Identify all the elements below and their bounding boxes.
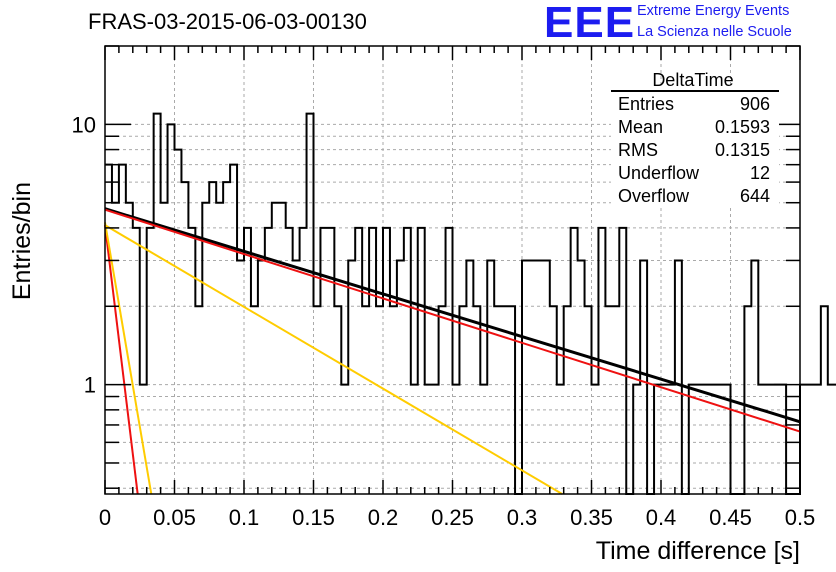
x-tick-label: 0.15 [292, 505, 335, 530]
x-tick-label: 0.25 [431, 505, 474, 530]
x-tick-label: 0.3 [507, 505, 538, 530]
fit-line-4 [104, 224, 563, 495]
y-tick-label: 10 [72, 112, 96, 137]
eee-logo: EEE [544, 0, 636, 47]
logo-subtitle-2: La Scienza nelle Scuole [637, 24, 792, 40]
stats-box-bg [611, 86, 779, 208]
histogram-layer [105, 112, 836, 495]
y-axis-label: Entries/bin [8, 182, 36, 300]
stats-value-overflow: 644 [740, 186, 770, 206]
stats-value-entries: 906 [740, 94, 770, 114]
x-tick-label: 0 [99, 505, 111, 530]
axes-layer: 0 0.05 0.1 0.15 0.2 0.25 0.3 0.35 0.4 0.45 0.5 1 10 [72, 45, 816, 530]
x-tick-label: 0.35 [570, 505, 613, 530]
fit-line-5 [104, 222, 153, 495]
stats-box-name: DeltaTime [652, 70, 733, 90]
stats-label-rms: RMS [618, 140, 658, 160]
stats-label-entries: Entries [618, 94, 674, 114]
histogram-outline [105, 112, 836, 495]
fit-lines-layer [104, 207, 801, 495]
fit-line-1 [104, 207, 801, 424]
stats-box: DeltaTime Entries 906 Mean 0.1593 RMS 0.1315 Un… [611, 70, 779, 208]
stats-label-underflow: Underflow [618, 163, 700, 183]
x-tick-label: 0.45 [709, 505, 752, 530]
fit-line-2 [104, 208, 801, 433]
stats-value-mean: 0.1593 [715, 117, 770, 137]
y-tick-label: 1 [84, 373, 96, 398]
stats-label-overflow: Overflow [618, 186, 690, 206]
x-axis-label: Time difference [s] [596, 537, 800, 565]
x-tick-label: 0.5 [785, 505, 816, 530]
x-tick-label: 0.4 [646, 505, 677, 530]
x-tick-label: 0.1 [229, 505, 260, 530]
stats-label-mean: Mean [618, 117, 663, 137]
x-tick-label: 0.05 [153, 505, 196, 530]
stats-value-rms: 0.1315 [715, 140, 770, 160]
logo-subtitle-1: Extreme Energy Events [637, 3, 790, 19]
x-tick-label: 0.2 [368, 505, 399, 530]
plot-title: FRAS-03-2015-06-03-00130 [88, 9, 367, 34]
fit-line-3 [104, 225, 139, 495]
stats-value-underflow: 12 [750, 163, 770, 183]
